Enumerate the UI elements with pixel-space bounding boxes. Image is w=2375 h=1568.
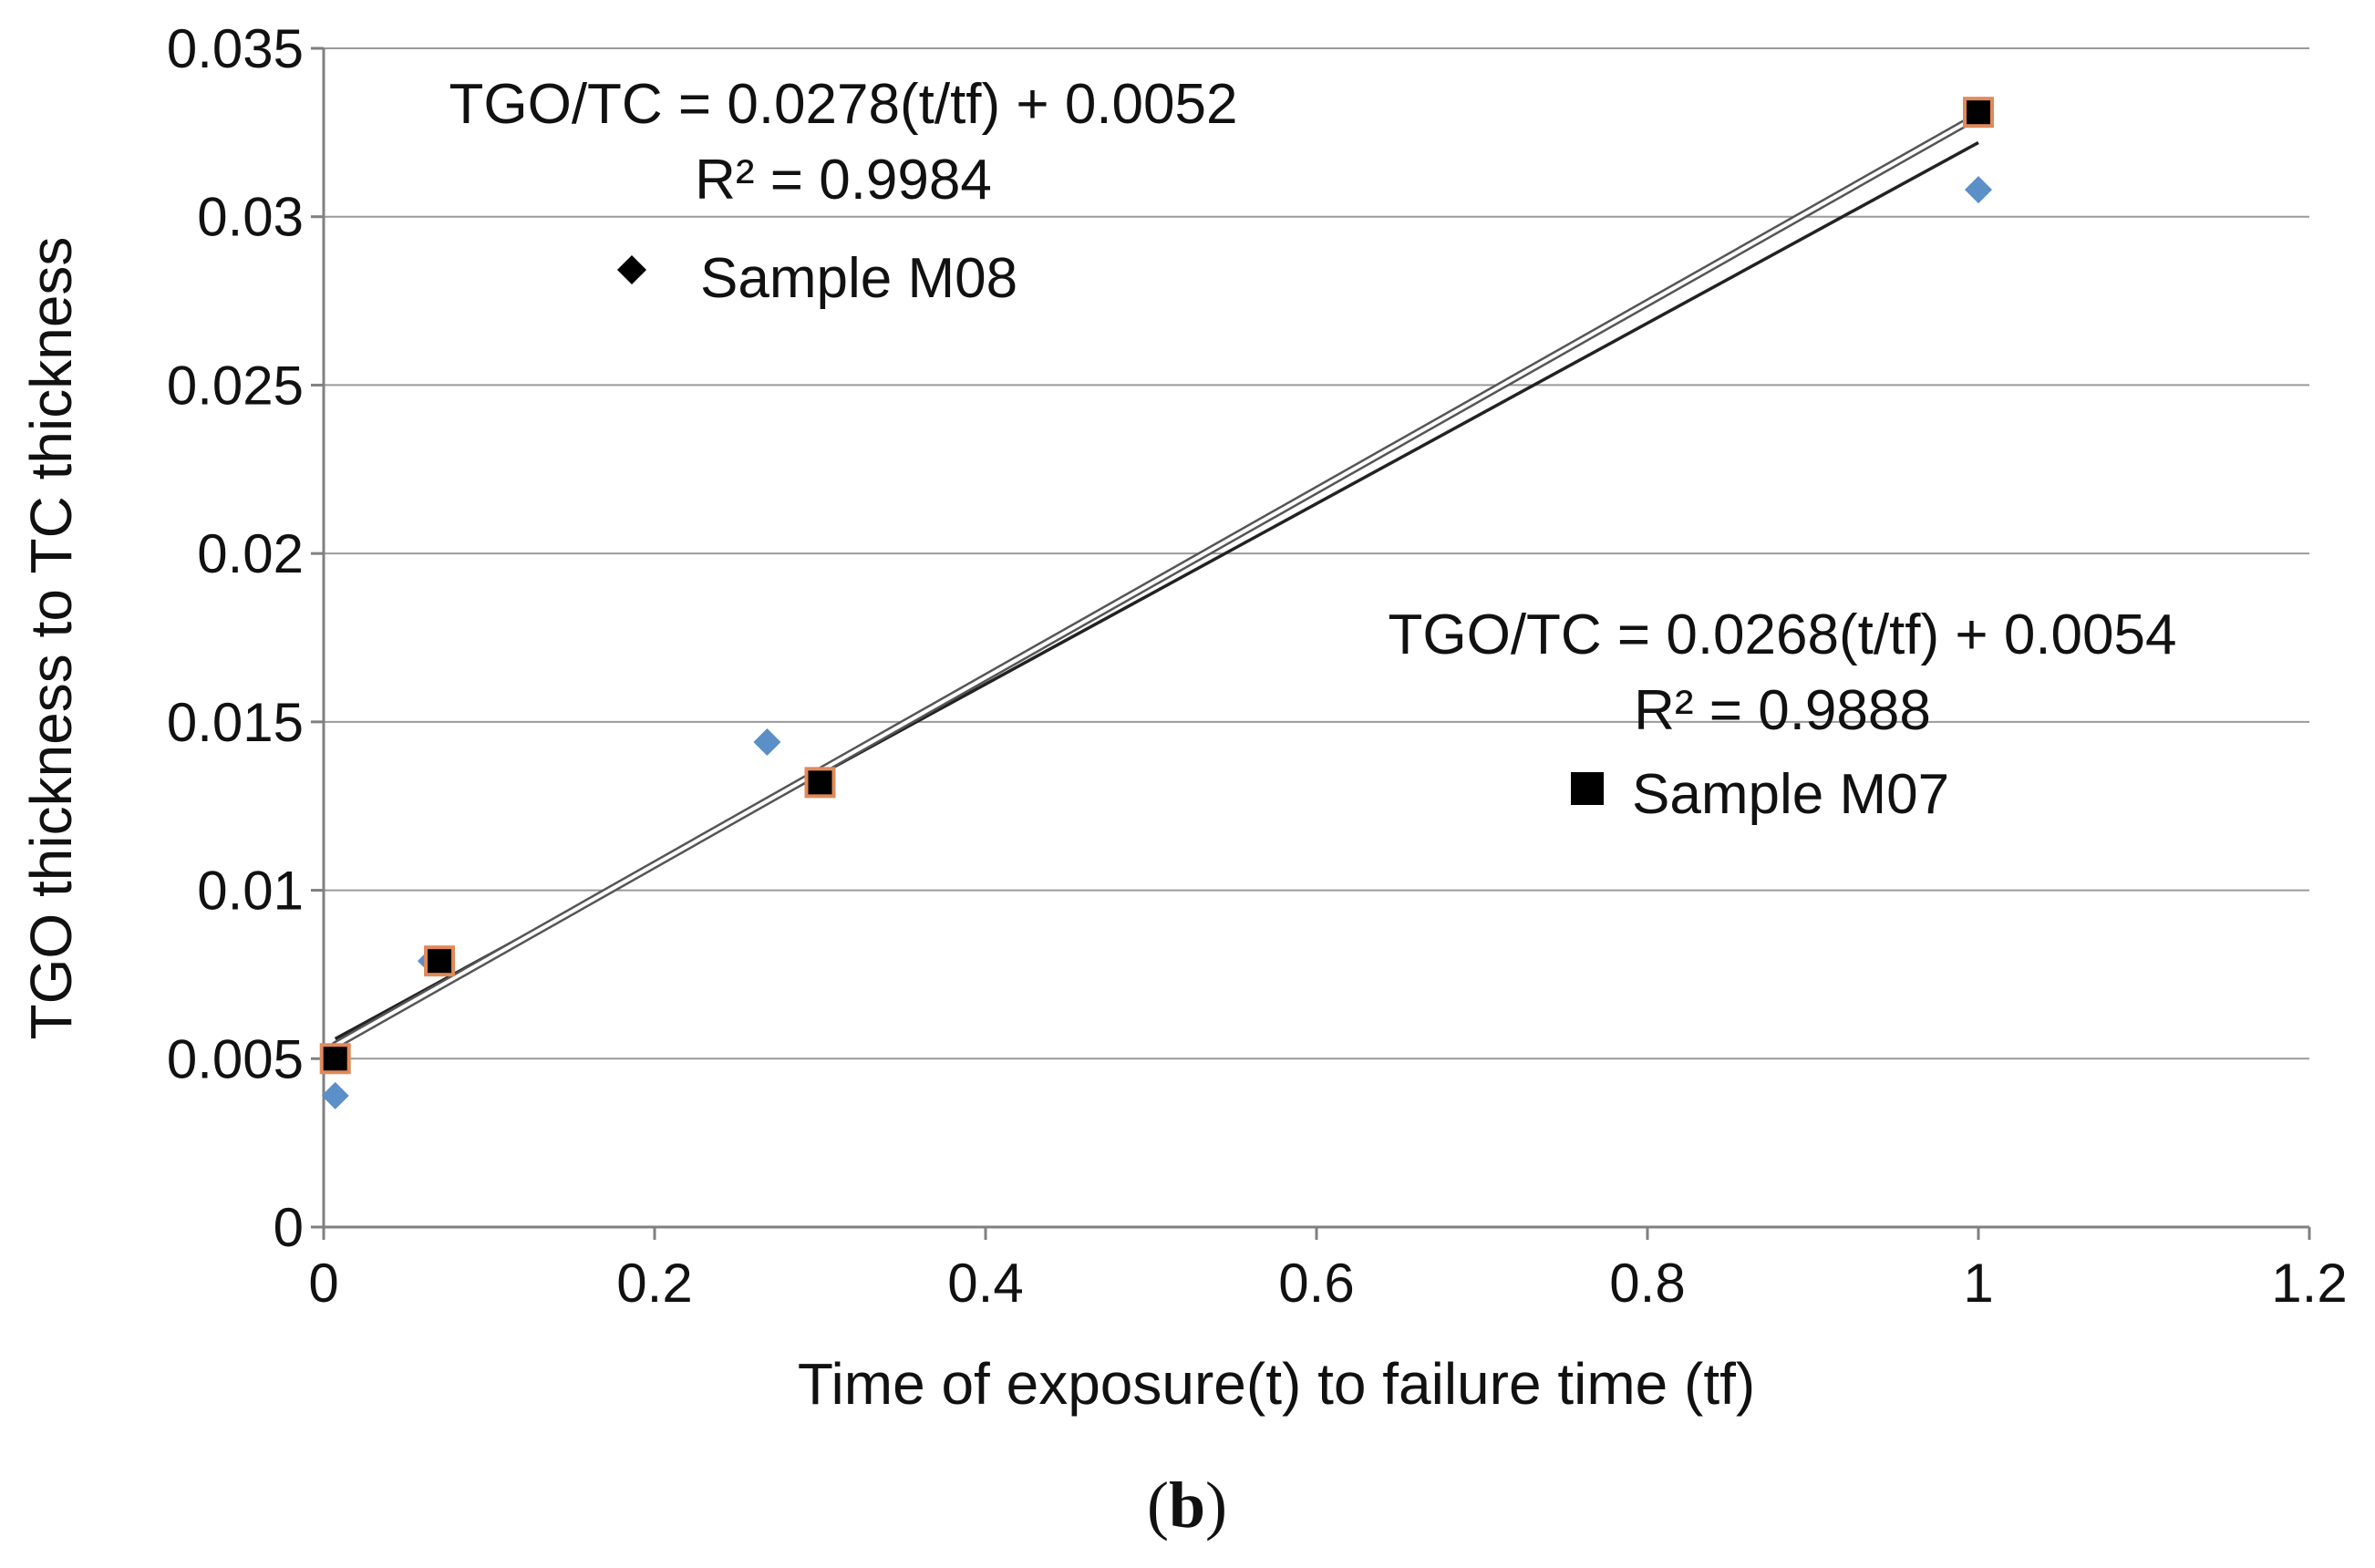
tick-labels: 0 0.005 0.01 0.015 0.02 0.025 0.03 0.035 0 0.2 0.4… xyxy=(167,18,2348,1314)
x-tick-label: 0.6 xyxy=(1278,1253,1354,1314)
x-tick-label: 1.2 xyxy=(2271,1253,2347,1314)
y-axis-title: TGO thickness to TC thickness xyxy=(18,237,84,1040)
trendline-sample-m07-inner xyxy=(333,113,1980,1047)
x-axis-title: Time of exposure(t) to failure time (tf) xyxy=(798,1351,1755,1417)
x-tick-label: 0.4 xyxy=(947,1253,1023,1314)
data-points xyxy=(319,97,1994,1109)
y-tick-label: 0.035 xyxy=(167,18,304,79)
point-sample-m08 xyxy=(1965,176,1992,204)
point-sample-m07 xyxy=(319,1043,351,1075)
y-tick-label: 0.03 xyxy=(197,187,304,248)
y-tick-label: 0 xyxy=(274,1197,304,1258)
panel-label-close-paren: ) xyxy=(1205,1469,1227,1542)
y-tick-label: 0.015 xyxy=(167,692,304,753)
equation-upper: TGO/TC = 0.0278(t/tf) + 0.0052 xyxy=(449,73,1238,136)
point-sample-m07 xyxy=(804,767,836,799)
legend-marker-m07 xyxy=(1571,772,1604,805)
equation-lower: TGO/TC = 0.0268(t/tf) + 0.0054 xyxy=(1389,603,2177,666)
legend-item-m08: Sample M08 xyxy=(617,247,1017,310)
y-tick-label: 0.02 xyxy=(197,523,304,584)
point-sample-m08 xyxy=(321,1081,349,1109)
r-squared-lower: R² = 0.9888 xyxy=(1634,679,1931,742)
y-tick-label: 0.025 xyxy=(167,355,304,416)
y-tick-label: 0.01 xyxy=(197,861,304,922)
point-sample-m07 xyxy=(424,945,456,977)
panel-label: (b) xyxy=(1147,1469,1227,1542)
x-tick-label: 0.2 xyxy=(616,1253,692,1314)
y-tick-label: 0.005 xyxy=(167,1028,304,1089)
point-sample-m07 xyxy=(1963,97,1994,129)
panel-label-letter: b xyxy=(1169,1469,1205,1542)
r-squared-upper: R² = 0.9984 xyxy=(695,149,992,211)
x-tick-label: 0 xyxy=(308,1253,338,1314)
legend-item-m07: Sample M07 xyxy=(1571,763,1949,826)
point-sample-m08 xyxy=(753,728,781,757)
panel-label-open-paren: ( xyxy=(1147,1469,1169,1542)
legend-marker-m08 xyxy=(617,255,646,284)
x-tick-label: 0.8 xyxy=(1609,1253,1685,1314)
x-tick-label: 1 xyxy=(1963,1253,1993,1314)
legend-label-m07: Sample M07 xyxy=(1632,763,1949,826)
trendlines xyxy=(331,111,1983,1050)
gridlines xyxy=(324,47,2309,1060)
legend-label-m08: Sample M08 xyxy=(700,247,1017,310)
